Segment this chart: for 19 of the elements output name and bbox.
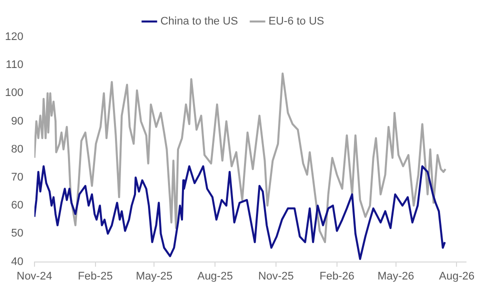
x-tick-label: Aug-26 (438, 270, 474, 282)
y-tick-label: 110 (6, 59, 24, 72)
legend-label: China to the US (160, 16, 238, 28)
x-tick-label: Aug-25 (197, 270, 233, 282)
x-tick-label: Nov-25 (258, 270, 294, 282)
y-tick-label: 40 (11, 256, 24, 268)
x-tick-label: Feb-25 (78, 270, 113, 282)
y-tick-label: 120 (4, 31, 24, 44)
y-tick-label: 90 (11, 115, 24, 128)
legend-label: EU-6 to US (268, 16, 324, 28)
y-tick-label: 50 (11, 228, 24, 240)
y-tick-label: 70 (11, 172, 24, 184)
x-tick-label: May-26 (377, 270, 414, 282)
x-tick-label: Nov-24 (16, 270, 52, 282)
x-tick-label: May-25 (136, 270, 173, 282)
x-tick-label: Feb-26 (319, 270, 354, 282)
y-tick-label: 100 (4, 87, 24, 100)
y-tick-label: 60 (11, 200, 24, 212)
y-tick-label: 80 (11, 143, 24, 156)
